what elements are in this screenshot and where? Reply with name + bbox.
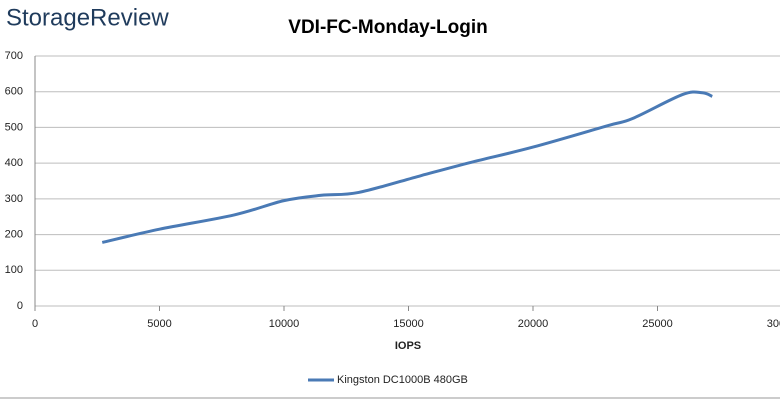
data-line xyxy=(101,90,713,244)
y-tick-label: 300 xyxy=(5,193,23,205)
x-tick-label: 10000 xyxy=(269,318,300,330)
x-tick-label: 20000 xyxy=(518,318,549,330)
chart-title: VDI-FC-Monday-Login xyxy=(288,17,487,38)
x-tick-label: 5000 xyxy=(147,318,171,330)
y-tick-label: 0 xyxy=(17,300,23,312)
brand-logo: StorageReview xyxy=(6,4,169,31)
y-tick-label: 100 xyxy=(5,264,23,276)
y-tick-label: 200 xyxy=(5,228,23,240)
legend-label: Kingston DC1000B 480GB xyxy=(337,374,468,386)
x-tick-label: 30000 xyxy=(767,318,780,330)
y-tick-label: 400 xyxy=(5,157,23,169)
x-tick-label: 15000 xyxy=(393,318,424,330)
x-axis-label: IOPS xyxy=(395,340,421,352)
x-tick-label: 25000 xyxy=(642,318,673,330)
y-tick-label: 500 xyxy=(5,121,23,133)
x-tick-label: 0 xyxy=(32,318,38,330)
y-tick-label: 700 xyxy=(5,50,23,62)
y-tick-label: 600 xyxy=(5,86,23,98)
